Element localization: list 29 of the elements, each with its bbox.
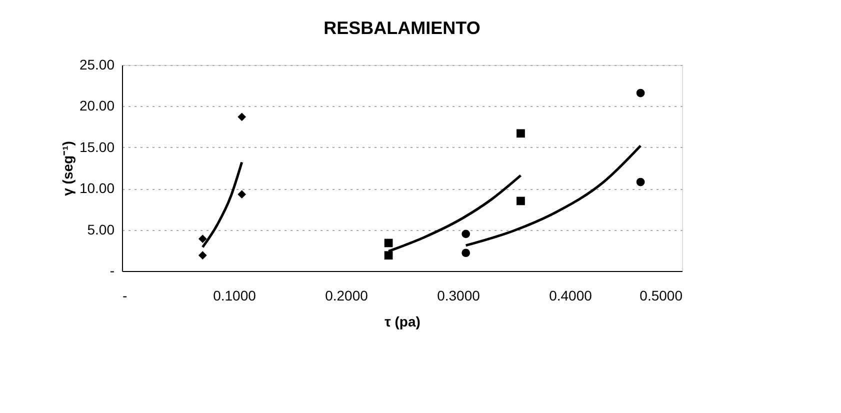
x-tick-label: 0.3000 <box>437 288 480 304</box>
point <box>636 178 645 186</box>
x-tick-label: 0.4000 <box>549 288 592 304</box>
y-tick-label: - <box>110 262 115 278</box>
y-tick-label: 5.00 <box>87 221 115 238</box>
x-tick-label: 0.1000 <box>213 288 256 304</box>
point <box>516 196 525 206</box>
y-tick-label: 10.00 <box>79 180 115 196</box>
y-tick-label: 25.00 <box>79 56 115 72</box>
point <box>384 251 393 260</box>
y-tick-label: 15.00 <box>79 138 115 155</box>
line-series <box>201 160 244 248</box>
line-series <box>464 144 642 247</box>
chart-title: RESBALAMIENTO <box>324 18 480 38</box>
x-axis-title: τ (pa) <box>384 314 420 330</box>
point <box>462 248 470 258</box>
x-tick-label: 0.5000 <box>640 288 683 304</box>
point <box>384 238 393 248</box>
point <box>198 234 207 244</box>
point <box>198 251 207 260</box>
point <box>238 112 246 122</box>
y-tick-label: 20.00 <box>79 98 115 114</box>
y-axis-title: γ (seg⁻¹) <box>59 141 76 196</box>
point <box>636 88 645 98</box>
point <box>462 230 470 238</box>
point <box>238 190 246 199</box>
x-tick-label: 0.2000 <box>325 288 368 304</box>
x-tick-label: - <box>122 288 128 304</box>
point <box>516 129 525 138</box>
